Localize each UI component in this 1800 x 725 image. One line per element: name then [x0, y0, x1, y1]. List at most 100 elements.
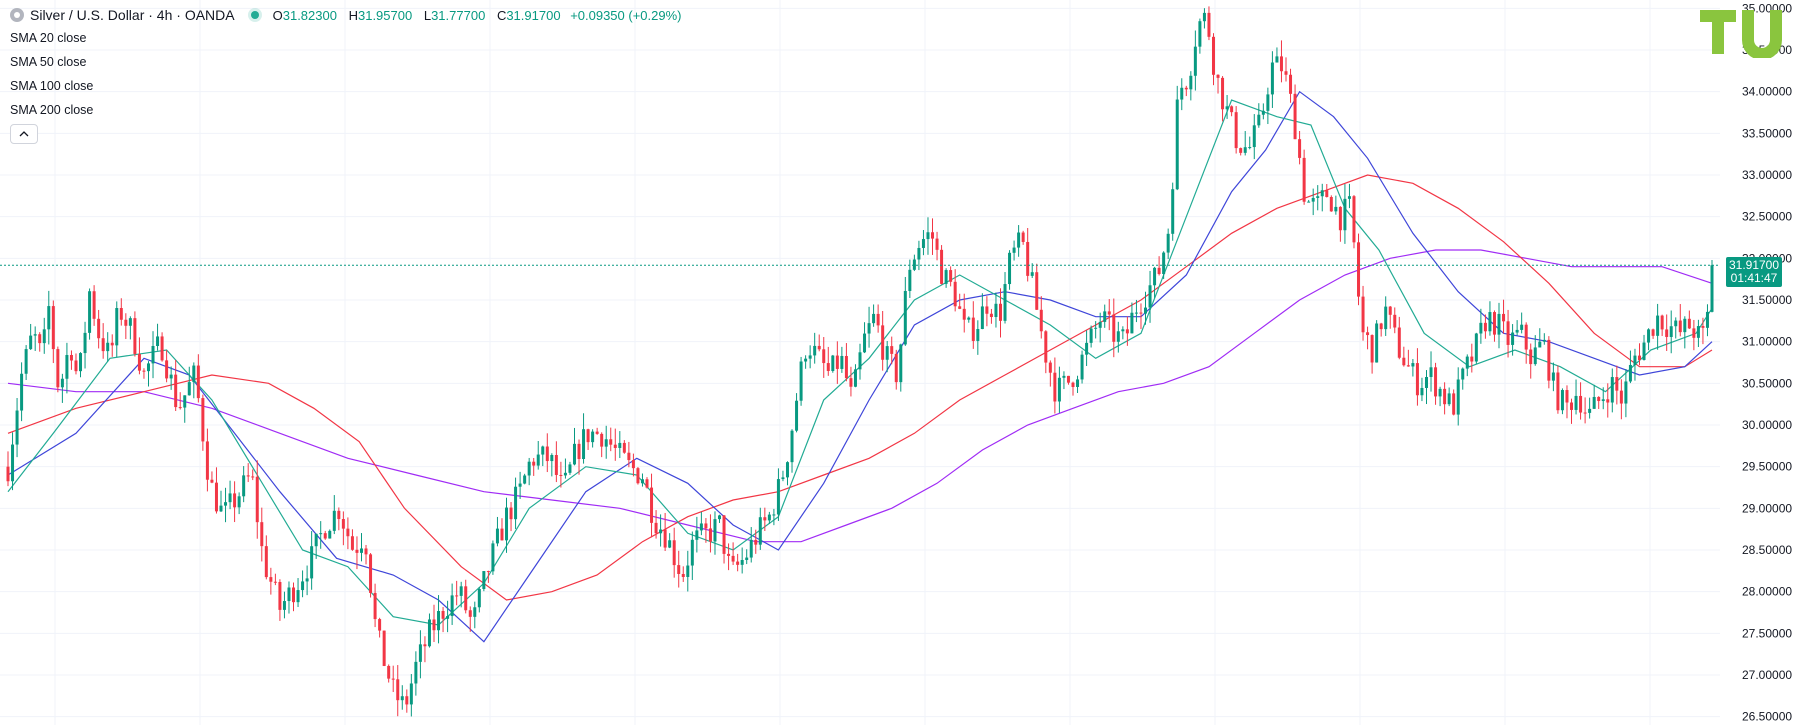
candle-body	[989, 313, 993, 318]
candle-body	[1076, 379, 1080, 387]
candle-body	[1175, 99, 1179, 190]
candlestick-series	[6, 6, 1714, 717]
candle-body	[1266, 94, 1270, 111]
candle-body	[233, 493, 237, 508]
candle-body	[373, 592, 377, 620]
candle-body	[835, 355, 839, 369]
candle-body	[536, 454, 540, 466]
candle-body	[1601, 399, 1605, 402]
candle-body	[1275, 56, 1279, 63]
candle-body	[1515, 329, 1519, 333]
candle-body	[1189, 75, 1193, 90]
candle-body	[586, 429, 590, 443]
candle-body	[1606, 399, 1610, 403]
indicator-sma200[interactable]: SMA 200 close	[10, 103, 94, 117]
candle-body	[903, 290, 907, 345]
candle-body	[1438, 388, 1442, 397]
candle-body	[1651, 329, 1655, 336]
candle-body	[731, 555, 735, 562]
candle-body	[196, 365, 200, 399]
candle-body	[541, 446, 545, 455]
candle-body	[899, 344, 903, 383]
candle-body	[1588, 408, 1592, 413]
high-value: 31.95700	[357, 7, 413, 23]
price-tick-label: 27.00000	[1742, 668, 1792, 682]
candle-body	[1347, 196, 1351, 199]
candle-body	[323, 533, 327, 539]
candle-body	[165, 360, 169, 379]
candle-body	[1452, 393, 1456, 415]
candle-body	[1098, 321, 1102, 328]
candle-body	[813, 345, 817, 356]
candle-body	[1134, 312, 1138, 314]
candle-body	[1130, 312, 1134, 334]
candle-body	[1053, 372, 1057, 402]
candle-body	[912, 259, 916, 270]
candle-body	[686, 565, 690, 577]
candle-body	[518, 483, 522, 487]
candle-body	[1289, 74, 1293, 94]
candle-body	[210, 479, 214, 483]
candle-body	[1008, 252, 1012, 285]
candle-body	[1474, 333, 1478, 362]
candle-body	[1311, 197, 1315, 202]
candle-body	[1153, 267, 1157, 286]
candle-body	[1637, 355, 1641, 360]
candle-body	[11, 444, 15, 482]
candle-body	[1048, 362, 1052, 373]
candle-body	[174, 374, 178, 408]
symbol-title[interactable]: Silver / U.S. Dollar · 4h · OANDA	[30, 7, 235, 23]
candle-body	[1447, 393, 1451, 405]
candle-body	[1583, 412, 1587, 414]
candle-body	[994, 303, 998, 318]
candle-body	[1370, 335, 1374, 363]
candle-body	[224, 502, 228, 506]
candle-body	[1252, 125, 1256, 148]
candle-body	[618, 442, 622, 448]
indicator-sma20[interactable]: SMA 20 close	[10, 31, 87, 45]
price-axis[interactable]: 26.50000 27.00000 27.50000 28.00000 28.50000…	[1742, 1, 1792, 723]
low-label: L31.77700	[423, 7, 486, 23]
candle-body	[713, 519, 717, 542]
collapse-legend-button[interactable]	[10, 124, 38, 144]
indicator-sma50[interactable]: SMA 50 close	[10, 55, 87, 69]
candle-body	[1379, 323, 1383, 330]
close-value: 31.91700	[506, 7, 561, 23]
candle-body	[359, 548, 363, 553]
price-tick-label: 32.50000	[1742, 210, 1792, 224]
candle-body	[214, 482, 218, 512]
candle-body	[455, 595, 459, 597]
indicator-sma100[interactable]: SMA 100 close	[10, 79, 94, 93]
candle-body	[378, 619, 382, 631]
candle-body	[106, 342, 110, 352]
candle-body	[115, 308, 119, 346]
candle-body	[894, 353, 898, 383]
candle-body	[237, 496, 241, 508]
candle-body	[980, 306, 984, 330]
candle-body	[292, 587, 296, 603]
candle-body	[477, 588, 481, 608]
candle-body	[577, 443, 581, 460]
candle-body	[88, 291, 92, 333]
ohlc-values: O31.82300 H31.95700 L31.77700 C31.91700 …	[273, 8, 682, 23]
candle-body	[391, 678, 395, 680]
candle-body	[1483, 322, 1487, 332]
candle-body	[1628, 364, 1632, 382]
candle-body	[613, 444, 617, 448]
candle-body	[464, 586, 468, 611]
candle-body	[808, 355, 812, 359]
candle-body	[1556, 372, 1560, 411]
candle-body	[690, 539, 694, 566]
candle-body	[1506, 321, 1510, 345]
candle-body	[636, 468, 640, 484]
candle-body	[491, 543, 495, 572]
candle-body	[799, 361, 803, 401]
candle-body	[1397, 327, 1401, 358]
candle-body	[763, 517, 767, 521]
candle-body	[949, 270, 953, 282]
candle-body	[1261, 110, 1265, 115]
candle-body	[1230, 106, 1234, 113]
candle-body	[169, 374, 173, 379]
candle-body	[953, 281, 957, 307]
